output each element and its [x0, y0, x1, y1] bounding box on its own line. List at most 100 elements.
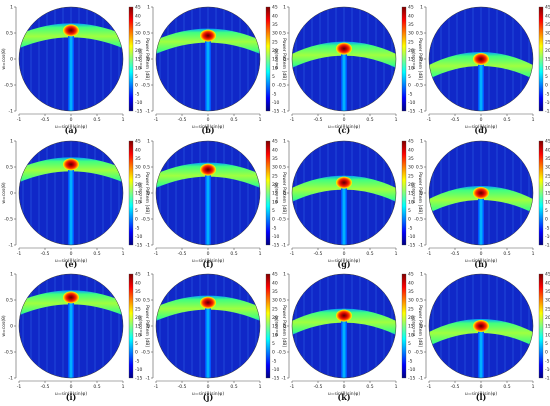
- colorbar-tick-label: 40: [408, 147, 414, 153]
- colorbar-tick-label: 40: [135, 280, 141, 286]
- colorbar-tick-label: 30: [272, 31, 278, 37]
- colorbar-tick-label: 30: [408, 298, 414, 304]
- peak-spot: [336, 176, 352, 189]
- y-tick-label: 0: [147, 57, 150, 63]
- peak-spot: [473, 53, 489, 65]
- x-tick-label: 0.5: [93, 117, 100, 123]
- colorbar-tick-label: 35: [408, 156, 414, 162]
- colorbar-tick-label: -5: [408, 91, 413, 97]
- y-tick-label: -0.5: [277, 83, 286, 89]
- vertical-lobe-stripe: [68, 164, 74, 245]
- colorbar-tick-label: 5: [135, 341, 138, 347]
- colorbar-tick-label: 35: [135, 22, 141, 28]
- panel-caption: (k): [337, 392, 350, 402]
- x-tick-label: -1: [154, 384, 159, 390]
- y-tick-label: 0.5: [416, 165, 423, 171]
- y-tick-label: -1: [146, 243, 151, 249]
- colorbar-tick-label: 35: [408, 22, 414, 28]
- x-tick-label: 0: [480, 251, 483, 257]
- colorbar-tick-label: 10: [272, 332, 278, 338]
- y-tick-label: -0.5: [277, 350, 286, 356]
- disk-outline: [291, 273, 397, 379]
- colorbar-tick-label: 10: [408, 65, 414, 71]
- disk-outline: [155, 273, 261, 379]
- x-tick-label: 1: [259, 117, 262, 123]
- x-tick-label: 0: [480, 117, 483, 123]
- colorbar-tick-label: 30: [272, 298, 278, 304]
- colorbar-tick-label: -10: [545, 234, 550, 240]
- y-tick-label: 0.5: [279, 165, 286, 171]
- colorbar-tick-label: 0: [135, 350, 138, 356]
- colorbar-tick-label: 20: [135, 48, 141, 54]
- colorbar-tick-label: 10: [545, 199, 550, 205]
- y-tick-label: -1: [282, 376, 287, 382]
- colorbar-tick-label: -10: [135, 100, 142, 106]
- colorbar-tick-label: 40: [272, 280, 278, 286]
- colorbar-tick-label: 40: [135, 147, 141, 153]
- y-tick-label: 1: [420, 272, 423, 278]
- y-tick-label: 0.5: [279, 31, 286, 37]
- y-tick-label: -1: [282, 243, 287, 249]
- colorbar-tick-label: -15: [272, 243, 279, 249]
- y-axis-label: w=cos(θ): [138, 182, 144, 204]
- peak-spot: [336, 309, 352, 322]
- x-tick-label: 0: [480, 384, 483, 390]
- colorbar-tick-label: 40: [545, 13, 550, 19]
- colorbar-tick-label: -10: [545, 367, 550, 373]
- x-tick-label: 0.5: [93, 251, 100, 257]
- y-tick-label: 0: [283, 57, 286, 63]
- panel-caption: (b): [201, 125, 214, 135]
- colorbar-tick-label: 15: [408, 191, 414, 197]
- x-tick-label: -0.5: [178, 384, 187, 390]
- colorbar-label: Power Pattern [dB]: [144, 38, 150, 80]
- disk-outline: [155, 140, 261, 246]
- colorbar-tick-label: 0: [545, 217, 548, 223]
- y-tick-label: -0.5: [414, 83, 423, 89]
- colorbar-tick-label: 25: [545, 306, 550, 312]
- colorbar-scale: [538, 6, 544, 112]
- colorbar-tick-label: -15: [545, 243, 550, 249]
- x-tick-label: -0.5: [314, 384, 323, 390]
- colorbar-tick-label: -10: [135, 367, 142, 373]
- axes: -1 -0.5 0 0.5 1u=sin(θ)sin(φ)-1-0.500.51w=co…: [411, 5, 535, 131]
- x-tick-label: -1: [154, 251, 159, 257]
- colorbar-tick-label: 45: [272, 272, 278, 278]
- x-tick-label: -1: [290, 117, 295, 123]
- main-lobe-band: [429, 186, 533, 214]
- y-tick-label: 0.5: [143, 31, 150, 37]
- panel-a: -1 -0.5 0 0.5 1u=sin(θ)sin(φ)-1-0.500.51w=co…: [1, 5, 150, 136]
- colorbar-tick-label: 10: [408, 332, 414, 338]
- y-tick-label: 0.5: [279, 298, 286, 304]
- colorbar-scale: [401, 6, 407, 112]
- colorbar-tick-label: 10: [135, 65, 141, 71]
- y-tick-label: 0: [420, 191, 423, 197]
- colorbar-tick-label: 20: [545, 48, 550, 54]
- colorbar-tick-label: 20: [272, 48, 278, 54]
- panel-caption: (e): [65, 259, 78, 269]
- colorbar-tick-label: 35: [135, 156, 141, 162]
- colorbar-tick-label: 5: [135, 74, 138, 80]
- y-tick-label: 1: [420, 139, 423, 145]
- x-tick-label: 0.5: [503, 117, 510, 123]
- y-tick-label: 1: [10, 272, 13, 278]
- colorbar-tick-label: 45: [408, 272, 414, 278]
- x-tick-label: 0: [207, 384, 210, 390]
- y-tick-label: 0: [10, 324, 13, 330]
- x-tick-label: 0.5: [230, 251, 237, 257]
- colorbar-scale: [265, 140, 271, 246]
- colorbar-tick-label: 45: [545, 5, 550, 11]
- colorbar-tick-label: 40: [272, 147, 278, 153]
- x-tick-label: 1: [122, 251, 125, 257]
- colorbar-tick-label: 40: [135, 13, 141, 19]
- colorbar-tick-label: 20: [408, 315, 414, 321]
- colorbar-tick-label: 35: [545, 22, 550, 28]
- vertical-lobe-stripe: [478, 59, 484, 111]
- colorbar-label: Power Pattern [dB]: [281, 38, 287, 80]
- disk-outline: [428, 140, 534, 246]
- y-tick-label: -0.5: [141, 350, 150, 356]
- x-tick-label: 0: [343, 117, 346, 123]
- colorbar-tick-label: 40: [408, 280, 414, 286]
- y-tick-label: 0: [10, 191, 13, 197]
